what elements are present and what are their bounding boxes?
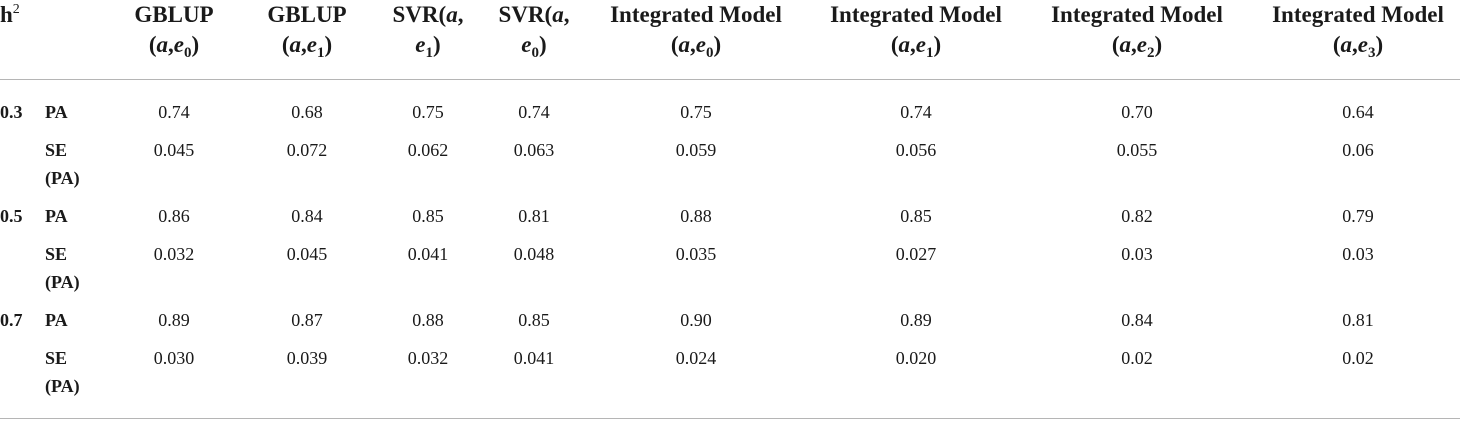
table-cell-se: 0.030 bbox=[153, 348, 195, 368]
table-bottom-rule bbox=[0, 418, 1460, 419]
table-cell-se: 0.039 bbox=[286, 348, 328, 368]
table-cell-se: 0.063 bbox=[513, 140, 555, 160]
table-cell-se: 0.032 bbox=[153, 244, 195, 264]
table-cell-pa: 0.84 bbox=[1121, 310, 1153, 330]
row-label-se-line1: SE bbox=[45, 244, 68, 264]
table-cell-se: 0.041 bbox=[513, 348, 555, 368]
table-cell-se: 0.02 bbox=[1121, 348, 1153, 368]
column-header-line2: (a,e1) bbox=[281, 32, 333, 61]
row-label-pa: PA bbox=[45, 206, 68, 226]
h2-value: 0.7 bbox=[0, 310, 23, 330]
column-header-gblup-e1: GBLUP (a,e1) bbox=[264, 0, 350, 61]
column-header-line1: GBLUP bbox=[134, 2, 214, 27]
column-header-line2: e1) bbox=[415, 32, 441, 61]
table-cell-pa: 0.74 bbox=[158, 102, 190, 122]
table-cell-pa: 0.81 bbox=[1342, 310, 1374, 330]
row-label-pa: PA bbox=[45, 102, 68, 122]
column-header-line2: (a,e0) bbox=[670, 32, 722, 61]
column-header-integrated-e2: Integrated Model (a,e2) bbox=[1037, 0, 1237, 61]
table-cell-pa: 0.88 bbox=[412, 310, 444, 330]
table-cell-se: 0.041 bbox=[407, 244, 449, 264]
table-cell-se: 0.020 bbox=[895, 348, 937, 368]
table-cell-pa: 0.81 bbox=[518, 206, 550, 226]
column-header-line1: Integrated Model bbox=[610, 2, 782, 27]
h2-value: 0.5 bbox=[0, 206, 23, 226]
h2-value: 0.3 bbox=[0, 102, 23, 122]
column-header-line1: SVR(a, bbox=[498, 2, 570, 27]
table-cell-pa: 0.79 bbox=[1342, 206, 1374, 226]
row-label-se-line2: (PA) bbox=[45, 376, 80, 396]
header-divider bbox=[0, 79, 1460, 80]
table-cell-se: 0.062 bbox=[407, 140, 449, 160]
column-header-line2: (a,e1) bbox=[890, 32, 942, 61]
row-label-se: SE (PA) bbox=[45, 344, 80, 400]
table-cell-pa: 0.86 bbox=[158, 206, 190, 226]
table-cell-se: 0.024 bbox=[675, 348, 717, 368]
column-header-svr-e0: SVR(a, e0) bbox=[492, 0, 576, 61]
table-cell-pa: 0.64 bbox=[1342, 102, 1374, 122]
table-cell-se: 0.045 bbox=[286, 244, 328, 264]
column-header-line1: Integrated Model bbox=[830, 2, 1002, 27]
table-cell-se: 0.02 bbox=[1342, 348, 1374, 368]
table-cell-se: 0.035 bbox=[675, 244, 717, 264]
table-cell-se: 0.03 bbox=[1342, 244, 1374, 264]
table-cell-pa: 0.85 bbox=[900, 206, 932, 226]
column-header-line1: GBLUP bbox=[267, 2, 347, 27]
table-cell-se: 0.032 bbox=[407, 348, 449, 368]
table-cell-se: 0.055 bbox=[1116, 140, 1158, 160]
h2-header-superscript: 2 bbox=[12, 2, 20, 17]
h2-header-label: h bbox=[0, 2, 13, 27]
table-cell-pa: 0.87 bbox=[291, 310, 323, 330]
table-cell-pa: 0.85 bbox=[518, 310, 550, 330]
row-label-pa: PA bbox=[45, 310, 68, 330]
table-cell-se: 0.056 bbox=[895, 140, 937, 160]
column-header-line1: SVR(a, bbox=[392, 2, 464, 27]
row-label-se-line1: SE bbox=[45, 140, 68, 160]
column-header-svr-e1: SVR(a, e1) bbox=[386, 0, 470, 61]
column-header-line2: (a,e2) bbox=[1111, 32, 1163, 61]
row-label-se-line2: (PA) bbox=[45, 168, 80, 188]
table-cell-se: 0.059 bbox=[675, 140, 717, 160]
table-cell-pa: 0.85 bbox=[412, 206, 444, 226]
column-header-integrated-e0: Integrated Model (a,e0) bbox=[596, 0, 796, 61]
row-label-se-line1: SE bbox=[45, 348, 68, 368]
column-header-line2: (a,e3) bbox=[1332, 32, 1384, 61]
column-header-line2: e0) bbox=[521, 32, 547, 61]
table-cell-pa: 0.88 bbox=[680, 206, 712, 226]
table-cell-pa: 0.68 bbox=[291, 102, 323, 122]
table-cell-pa: 0.70 bbox=[1121, 102, 1153, 122]
column-header-integrated-e1: Integrated Model (a,e1) bbox=[816, 0, 1016, 61]
table-cell-se: 0.072 bbox=[286, 140, 328, 160]
table-cell-se: 0.045 bbox=[153, 140, 195, 160]
column-header-line1: Integrated Model bbox=[1051, 2, 1223, 27]
table-cell-pa: 0.90 bbox=[680, 310, 712, 330]
table-cell-se: 0.027 bbox=[895, 244, 937, 264]
h2-header: h2 bbox=[0, 0, 20, 30]
table-cell-se: 0.048 bbox=[513, 244, 555, 264]
row-label-se: SE (PA) bbox=[45, 136, 80, 192]
table-cell-se: 0.03 bbox=[1121, 244, 1153, 264]
column-header-integrated-e3: Integrated Model (a,e3) bbox=[1258, 0, 1458, 61]
table-cell-pa: 0.74 bbox=[518, 102, 550, 122]
table-cell-pa: 0.75 bbox=[680, 102, 712, 122]
table-cell-se: 0.06 bbox=[1342, 140, 1374, 160]
row-label-se-line2: (PA) bbox=[45, 272, 80, 292]
column-header-gblup-e0: GBLUP (a,e0) bbox=[131, 0, 217, 61]
table-cell-pa: 0.84 bbox=[291, 206, 323, 226]
table-cell-pa: 0.89 bbox=[158, 310, 190, 330]
table-cell-pa: 0.89 bbox=[900, 310, 932, 330]
column-header-line2: (a,e0) bbox=[148, 32, 200, 61]
column-header-line1: Integrated Model bbox=[1272, 2, 1444, 27]
table-cell-pa: 0.75 bbox=[412, 102, 444, 122]
row-label-se: SE (PA) bbox=[45, 240, 80, 296]
table-cell-pa: 0.74 bbox=[900, 102, 932, 122]
table-cell-pa: 0.82 bbox=[1121, 206, 1153, 226]
